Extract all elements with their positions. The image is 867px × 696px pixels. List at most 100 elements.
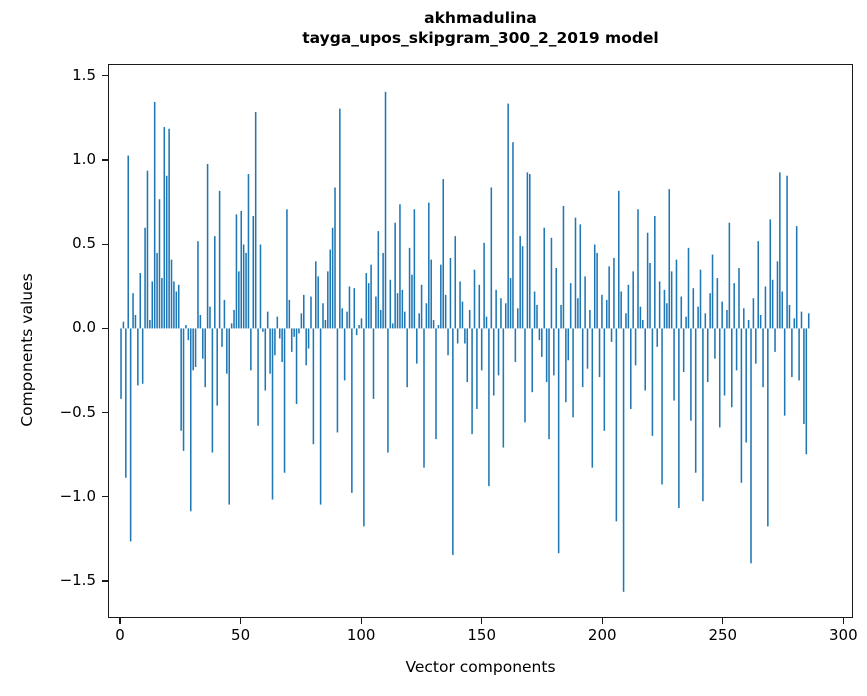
y-tick-label: 1.0 bbox=[72, 149, 96, 168]
bar bbox=[141, 328, 144, 384]
bar bbox=[512, 142, 514, 329]
bar bbox=[733, 283, 735, 329]
y-tick-label: 1.5 bbox=[72, 65, 96, 84]
bar bbox=[605, 299, 608, 329]
bar bbox=[403, 311, 406, 329]
bar bbox=[372, 328, 375, 399]
bar bbox=[120, 328, 122, 399]
bar bbox=[223, 299, 226, 329]
bar bbox=[302, 294, 305, 329]
bar bbox=[274, 328, 276, 356]
bar bbox=[687, 247, 690, 329]
y-tick-mark bbox=[102, 580, 108, 582]
bar bbox=[709, 293, 711, 329]
bar bbox=[240, 210, 243, 329]
bar bbox=[432, 320, 435, 329]
y-tick-mark bbox=[102, 496, 108, 498]
x-tick-label: 200 bbox=[587, 626, 617, 644]
bar bbox=[245, 252, 247, 329]
x-tick-mark bbox=[481, 618, 483, 624]
bar bbox=[680, 296, 683, 329]
y-tick-label: −1.0 bbox=[59, 486, 96, 505]
bar bbox=[387, 328, 389, 453]
bar bbox=[461, 301, 464, 329]
bar bbox=[129, 328, 132, 542]
bar bbox=[615, 328, 618, 522]
bar bbox=[603, 328, 606, 431]
bar bbox=[682, 328, 685, 373]
bar bbox=[363, 328, 365, 527]
bar bbox=[221, 328, 223, 347]
y-axis-label: Components values bbox=[18, 273, 36, 427]
bar bbox=[389, 279, 392, 329]
bar-series bbox=[120, 91, 810, 592]
bar bbox=[690, 328, 692, 421]
bar bbox=[545, 328, 548, 383]
bar bbox=[656, 328, 659, 347]
bar bbox=[572, 328, 574, 418]
bar bbox=[132, 293, 134, 329]
bar bbox=[798, 328, 800, 381]
bar bbox=[324, 320, 327, 329]
bar bbox=[257, 328, 259, 426]
bar bbox=[466, 328, 469, 383]
bar bbox=[533, 291, 536, 329]
bar bbox=[723, 328, 726, 396]
x-tick-mark bbox=[842, 618, 844, 624]
bar bbox=[269, 328, 271, 374]
bar bbox=[185, 325, 187, 329]
bar bbox=[399, 204, 401, 329]
bar bbox=[161, 278, 163, 329]
bar bbox=[663, 289, 666, 329]
bar bbox=[173, 281, 175, 329]
bar bbox=[661, 328, 663, 485]
bar bbox=[394, 222, 396, 329]
bar bbox=[632, 271, 634, 329]
bar bbox=[449, 257, 452, 329]
bar bbox=[507, 103, 509, 329]
bar bbox=[795, 226, 798, 329]
bar bbox=[442, 179, 444, 329]
bar bbox=[317, 276, 319, 329]
bar bbox=[430, 259, 432, 329]
bar bbox=[526, 172, 529, 329]
bar bbox=[305, 328, 307, 366]
bar bbox=[288, 299, 291, 329]
bar bbox=[367, 283, 370, 329]
bar bbox=[464, 328, 466, 344]
bar bbox=[353, 288, 356, 329]
bar bbox=[408, 247, 411, 329]
bar bbox=[721, 301, 723, 329]
bar bbox=[500, 298, 502, 329]
bar bbox=[423, 328, 425, 468]
x-axis-label: Vector components bbox=[405, 658, 556, 676]
bar bbox=[774, 328, 776, 352]
bar bbox=[524, 328, 526, 423]
bar bbox=[370, 264, 372, 329]
bar bbox=[752, 298, 755, 329]
bar bbox=[586, 328, 589, 369]
bar bbox=[247, 174, 250, 329]
bar bbox=[581, 328, 584, 388]
bar bbox=[211, 328, 214, 453]
bar bbox=[199, 314, 202, 329]
bar bbox=[637, 209, 639, 329]
bar bbox=[329, 249, 331, 329]
bar bbox=[334, 187, 336, 329]
bar bbox=[266, 311, 269, 329]
bar bbox=[497, 328, 500, 376]
bar bbox=[800, 311, 803, 329]
bar bbox=[295, 328, 298, 404]
bar bbox=[125, 328, 127, 478]
bar bbox=[440, 264, 442, 329]
y-tick-mark bbox=[102, 243, 108, 245]
bar bbox=[480, 328, 483, 371]
y-tick-mark bbox=[102, 327, 108, 330]
bar bbox=[642, 320, 644, 329]
bar bbox=[699, 269, 702, 329]
x-tick-label: 150 bbox=[467, 626, 497, 644]
bar bbox=[358, 325, 360, 329]
bar bbox=[418, 313, 420, 329]
bar bbox=[519, 236, 521, 329]
bar bbox=[579, 224, 582, 329]
